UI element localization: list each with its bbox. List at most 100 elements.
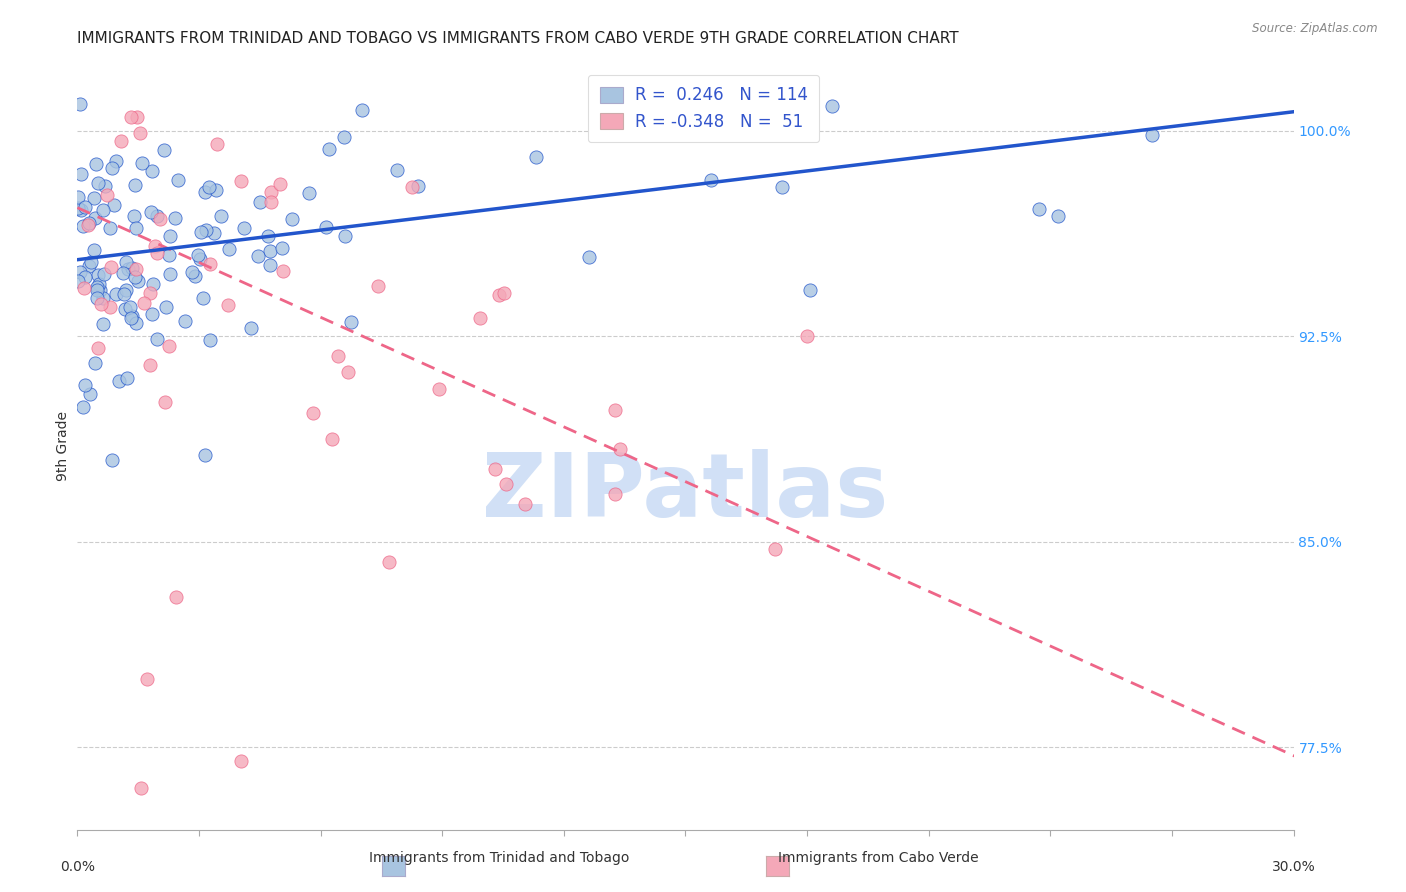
Point xyxy=(136,672,159,686)
Point xyxy=(603,402,626,417)
Point xyxy=(124,178,146,192)
Point xyxy=(73,200,96,214)
Point xyxy=(141,307,163,321)
Point xyxy=(340,315,363,329)
Point xyxy=(115,283,138,297)
Point xyxy=(270,241,292,255)
Point xyxy=(770,179,793,194)
Point xyxy=(492,286,515,301)
Point xyxy=(488,288,510,302)
Point xyxy=(87,277,110,292)
Point xyxy=(100,260,122,274)
Point xyxy=(120,311,142,326)
Text: Source: ZipAtlas.com: Source: ZipAtlas.com xyxy=(1253,22,1378,36)
Point xyxy=(131,156,153,170)
Point xyxy=(157,339,180,353)
Text: 30.0%: 30.0% xyxy=(1271,860,1316,874)
Point xyxy=(194,448,217,462)
Point xyxy=(328,350,350,364)
Point xyxy=(209,209,232,223)
Point xyxy=(138,358,160,372)
Point xyxy=(91,202,114,217)
Point xyxy=(86,177,108,191)
Point xyxy=(352,103,374,118)
Point xyxy=(315,219,337,234)
Point xyxy=(124,270,146,285)
Point xyxy=(260,185,283,199)
Point xyxy=(205,136,228,151)
Point xyxy=(145,246,167,260)
Point xyxy=(159,267,181,281)
Point xyxy=(217,297,239,311)
Point xyxy=(159,228,181,243)
Point xyxy=(198,334,221,348)
Point xyxy=(231,754,253,768)
Point xyxy=(83,243,105,257)
Point xyxy=(495,476,517,491)
Point xyxy=(166,173,188,187)
Point xyxy=(1028,202,1050,216)
Point xyxy=(157,248,180,262)
Point xyxy=(89,283,111,297)
Point xyxy=(155,300,177,314)
Point xyxy=(188,252,211,267)
Point xyxy=(76,218,98,232)
Point xyxy=(117,262,139,277)
Point xyxy=(104,154,127,169)
Point xyxy=(165,590,187,604)
Text: Immigrants from Trinidad and Tobago: Immigrants from Trinidad and Tobago xyxy=(368,851,630,865)
Point xyxy=(233,220,256,235)
Point xyxy=(69,265,91,279)
Point xyxy=(484,461,506,475)
Point xyxy=(120,110,142,124)
Point xyxy=(101,453,124,467)
Point xyxy=(205,183,228,197)
Point xyxy=(401,179,423,194)
Point xyxy=(246,248,269,262)
Point xyxy=(184,268,207,283)
Point xyxy=(69,167,91,181)
Point xyxy=(239,321,262,335)
Point xyxy=(129,126,152,140)
Point xyxy=(149,212,172,227)
Point xyxy=(84,157,107,171)
Point xyxy=(200,257,222,271)
Point xyxy=(72,219,94,233)
Point xyxy=(98,300,121,314)
Point xyxy=(218,242,240,256)
Point xyxy=(155,394,177,409)
Point xyxy=(387,162,409,177)
Point xyxy=(131,781,153,796)
Point xyxy=(83,356,105,370)
Point xyxy=(336,365,359,379)
Point xyxy=(86,279,108,293)
Point xyxy=(87,268,110,282)
Point xyxy=(194,186,217,200)
Point xyxy=(332,130,354,145)
Point xyxy=(406,179,429,194)
Point xyxy=(257,228,280,243)
Y-axis label: 9th Grade: 9th Grade xyxy=(56,411,70,481)
Point xyxy=(763,541,786,556)
Point xyxy=(259,244,281,258)
Point xyxy=(273,263,295,277)
Point xyxy=(69,96,91,111)
Point xyxy=(513,497,536,511)
Point xyxy=(1046,209,1069,223)
Point xyxy=(427,382,450,396)
Point xyxy=(98,220,121,235)
Point xyxy=(87,341,110,355)
Point xyxy=(197,179,219,194)
Text: ZIPatlas: ZIPatlas xyxy=(482,449,889,535)
Point xyxy=(132,295,155,310)
Point xyxy=(80,255,103,269)
Point xyxy=(91,291,114,305)
Point xyxy=(180,265,202,279)
Point xyxy=(152,143,174,157)
Point xyxy=(202,226,225,240)
Point xyxy=(114,301,136,316)
Point xyxy=(1140,128,1163,143)
Point xyxy=(141,164,163,178)
Point xyxy=(112,287,135,301)
Point xyxy=(90,297,112,311)
